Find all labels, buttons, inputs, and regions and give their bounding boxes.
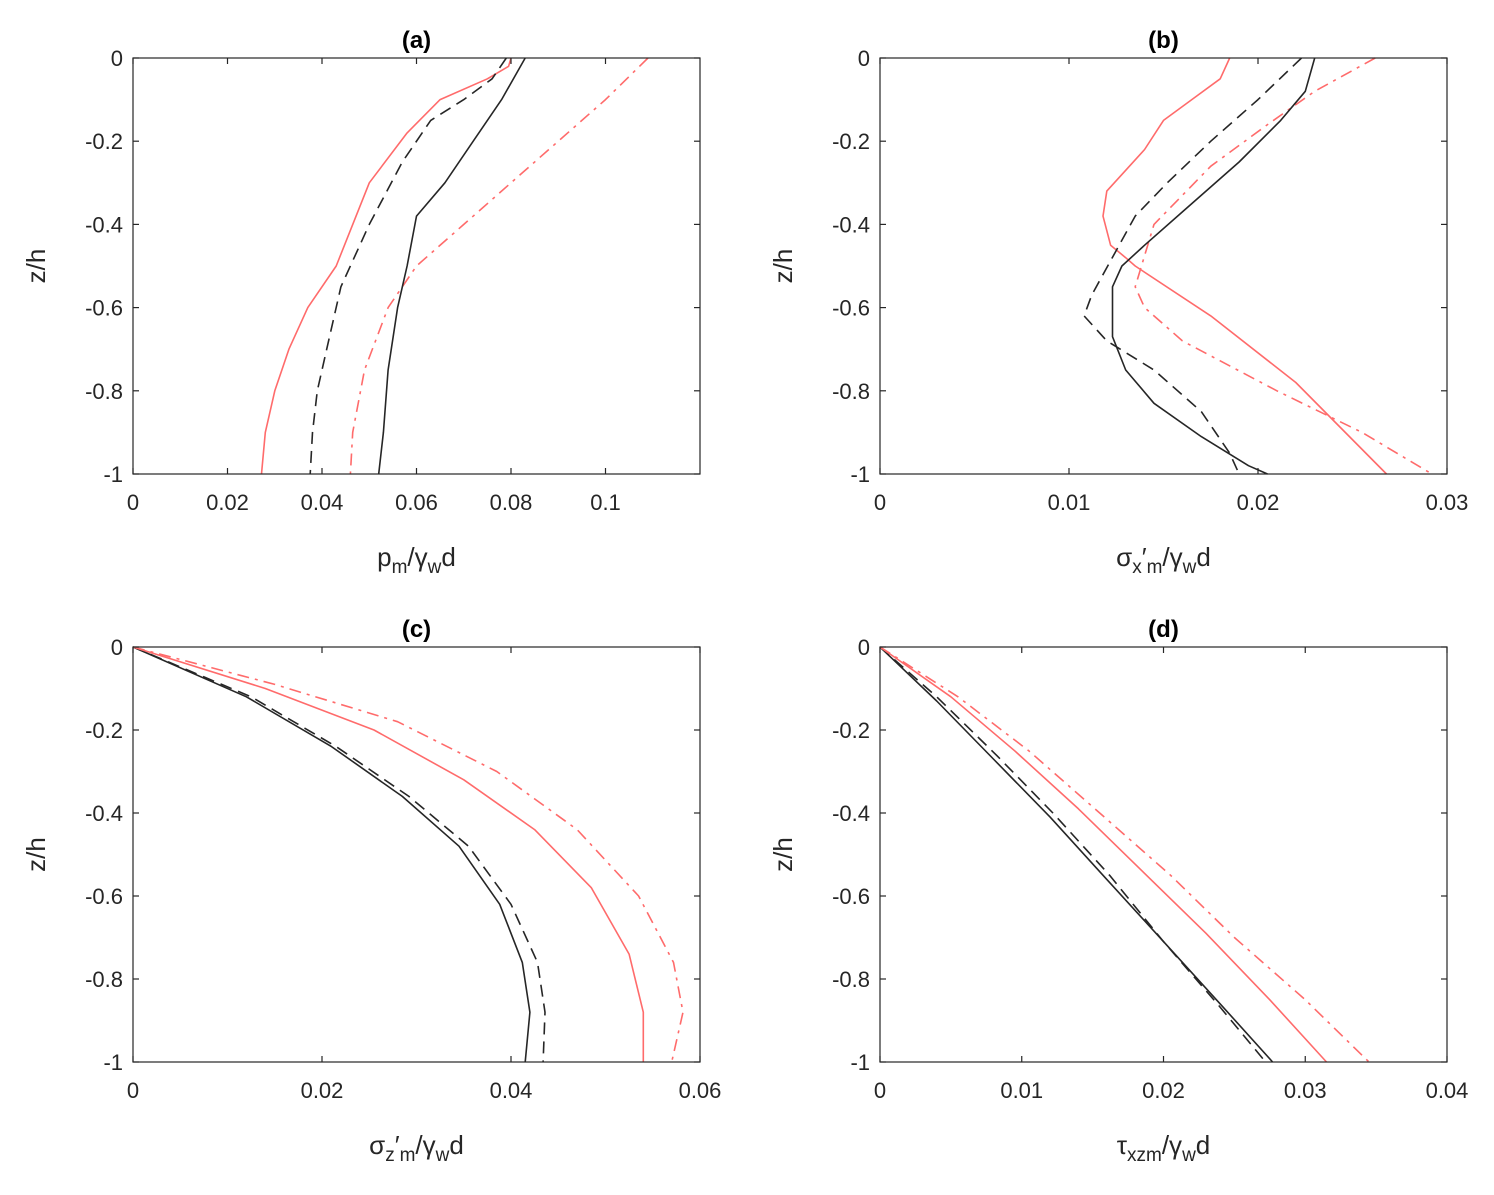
series-line-3 [1134, 57, 1433, 475]
y-tick-label: 0 [858, 46, 870, 71]
plot-frame [132, 646, 701, 1063]
x-tick-label: 0.06 [395, 490, 438, 515]
y-tick-label: -0.2 [832, 129, 870, 154]
y-axis-label: z/h [768, 837, 798, 872]
y-tick-label: -0.6 [832, 296, 870, 321]
x-axis-label: pm/γwd [377, 542, 456, 578]
series-line-1 [260, 57, 512, 475]
x-axis-label: σz′m/γwd [369, 1130, 464, 1166]
y-tick-label: -1 [103, 462, 123, 487]
panel-c: 0 0.02 0.04 0.06 0 -0.2 -0.4 -0.6 -0.8 -1 (c) σz′m/… [21, 616, 721, 1166]
panel-title: (c) [402, 616, 431, 643]
series-line-3 [349, 57, 649, 475]
series-line-2 [309, 57, 507, 475]
y-axis-label: z/h [768, 249, 798, 284]
y-tick-label: 0 [111, 46, 123, 71]
x-tick-label: 0.02 [1142, 1078, 1185, 1103]
series-line-1 [1102, 57, 1388, 475]
y-tick-label: -0.8 [832, 379, 870, 404]
y-tick-label: -0.6 [85, 296, 123, 321]
y-tick-label: -0.8 [85, 379, 123, 404]
y-tick-label: -1 [850, 1050, 870, 1075]
series-line-1 [879, 646, 1274, 1063]
series-line-2 [1083, 57, 1303, 475]
x-tick-label: 0.08 [490, 490, 533, 515]
plot-frame [132, 57, 701, 475]
y-tick-label: -0.8 [832, 967, 870, 992]
x-tick-label: 0.02 [206, 490, 249, 515]
x-axis-label: σx′m/γwd [1116, 542, 1211, 578]
panel-title: (d) [1148, 616, 1179, 643]
x-tick-label: 0 [874, 1078, 886, 1103]
x-tick-label: 0 [874, 490, 886, 515]
series-line-2 [879, 646, 1267, 1063]
x-tick-label: 0.02 [1237, 490, 1280, 515]
x-tick-label: 0.02 [301, 1078, 344, 1103]
y-tick-label: -0.6 [832, 884, 870, 909]
y-axis-label: z/h [21, 249, 51, 284]
y-tick-label: -1 [103, 1050, 123, 1075]
x-tick-label: 0.04 [1426, 1078, 1469, 1103]
y-tick-label: -0.4 [85, 212, 123, 237]
y-tick-label: -0.4 [832, 801, 870, 826]
x-tick-label: 0.04 [301, 490, 344, 515]
x-tick-label: 0.06 [679, 1078, 722, 1103]
x-tick-label: 0 [127, 490, 139, 515]
x-tick-label: 0.01 [1000, 1078, 1043, 1103]
panel-d: 0 0.01 0.02 0.03 0.04 0 -0.2 -0.4 -0.6 -0.8 -1 (d) τ… [768, 616, 1468, 1166]
y-tick-label: -0.2 [85, 718, 123, 743]
x-tick-label: 0.04 [490, 1078, 533, 1103]
series-line-2 [132, 646, 546, 1063]
series-line-1 [132, 646, 531, 1063]
y-tick-label: -0.8 [85, 967, 123, 992]
x-tick-label: 0.1 [590, 490, 621, 515]
y-tick-label: -1 [850, 462, 870, 487]
panel-b: 0 0.01 0.02 0.03 0 -0.2 -0.4 -0.6 -0.8 -1 (b) σx′m/… [768, 27, 1468, 578]
x-tick-label: 0.03 [1284, 1078, 1327, 1103]
x-tick-label: 0 [127, 1078, 139, 1103]
series-line-4 [132, 646, 684, 1063]
series-line-4 [1111, 57, 1316, 475]
y-tick-label: -0.6 [85, 884, 123, 909]
series-line-3 [132, 646, 645, 1062]
series-line-4 [377, 57, 526, 475]
y-tick-label: -0.2 [85, 129, 123, 154]
plot-frame [879, 57, 1448, 475]
panel-title: (b) [1148, 27, 1179, 54]
x-tick-label: 0.03 [1426, 490, 1469, 515]
panel-title: (a) [402, 27, 431, 54]
y-tick-label: -0.4 [85, 801, 123, 826]
x-axis-label: τxzm/γwd [1117, 1130, 1211, 1166]
panel-a: 0 0.02 0.04 0.06 0.08 0.1 0 -0.2 -0.4 -0.6 -0.8 -1 (… [21, 27, 701, 578]
series-line-3 [879, 646, 1328, 1063]
y-tick-label: -0.2 [832, 718, 870, 743]
y-tick-label: -0.4 [832, 212, 870, 237]
y-tick-label: 0 [111, 635, 123, 660]
x-tick-label: 0.01 [1048, 490, 1091, 515]
y-tick-label: 0 [858, 635, 870, 660]
y-axis-label: z/h [21, 837, 51, 872]
